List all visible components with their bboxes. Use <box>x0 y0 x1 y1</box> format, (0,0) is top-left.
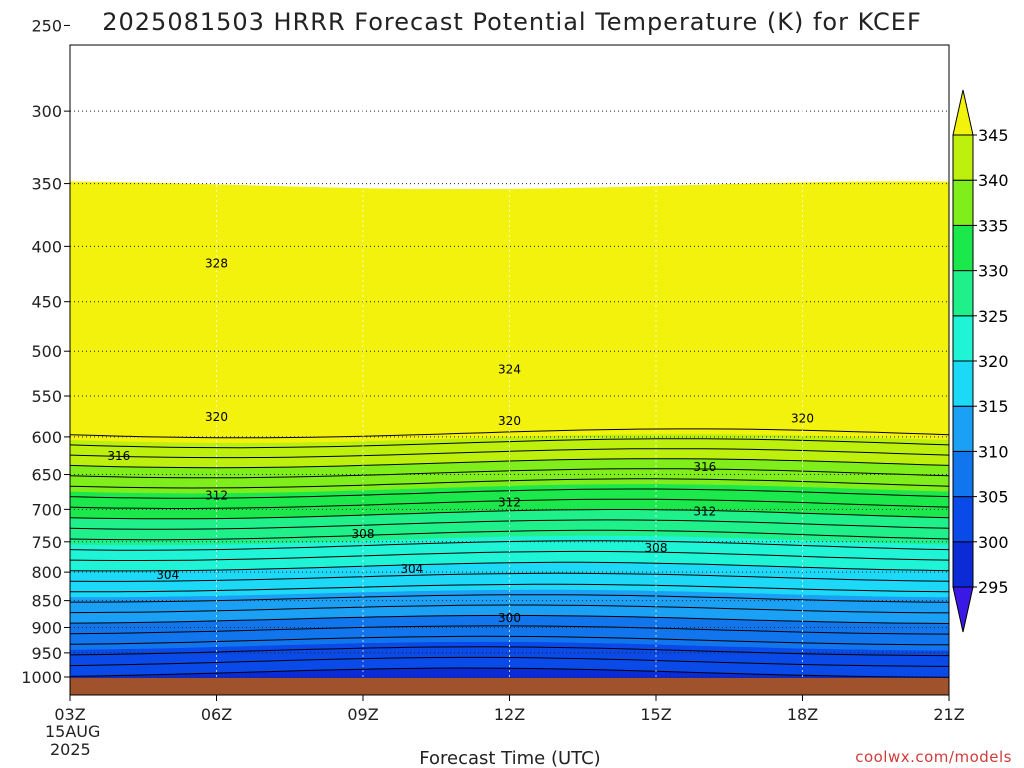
colorbar-segment <box>952 541 974 588</box>
colorbar-tick-label: 330 <box>978 262 1009 281</box>
x-tick-label: 21Z <box>933 705 964 724</box>
y-axis: 250 300 350 400 450 500 550 600 650 700 750 800 850 9… <box>21 16 70 687</box>
y-tick-label: 650 <box>31 466 62 485</box>
y-tick-label: 450 <box>31 293 62 312</box>
colorbar-segment <box>952 360 974 407</box>
colorbar-tick-label: 345 <box>978 126 1009 145</box>
y-tick-label: 700 <box>31 500 62 519</box>
colorbar-segment <box>952 179 974 226</box>
x-tick-label: 03Z <box>54 705 85 724</box>
contour-line-302 <box>70 656 949 667</box>
y-tick-label: 300 <box>31 102 62 121</box>
contour-label: 324 <box>498 363 521 377</box>
contour-label: 316 <box>693 460 716 474</box>
chart-title: 2025081503 HRRR Forecast Potential Tempe… <box>102 8 922 36</box>
colorbar-bottom-arrow <box>952 586 974 633</box>
colorbar-tick-label: 305 <box>978 488 1009 507</box>
x-tick-label: 15Z <box>640 705 671 724</box>
colorbar-tick-label: 325 <box>978 307 1009 326</box>
colorbar-segment <box>952 224 974 272</box>
y-tick-label: 550 <box>31 387 62 406</box>
y-tick-label: 900 <box>31 618 62 637</box>
contour-label-bg <box>691 0 719 3</box>
contour-label: 340 <box>693 0 716 3</box>
colorbar-tick-label: 310 <box>978 442 1009 461</box>
x-date-day: 15AUG <box>45 722 100 741</box>
contour-label: 300 <box>498 611 521 625</box>
grid-lines <box>70 45 949 695</box>
colorbar-tick-label: 315 <box>978 397 1009 416</box>
y-tick-label: 500 <box>31 342 62 361</box>
colorbar-segment <box>952 134 974 181</box>
contour-label: 320 <box>791 412 814 426</box>
contour-label: 308 <box>645 541 668 555</box>
colorbar-tick-label: 295 <box>978 578 1009 597</box>
contour-label: 316 <box>107 449 130 463</box>
y-tick-label: 1000 <box>21 668 62 687</box>
y-tick-label: 950 <box>31 644 62 663</box>
x-date-year: 2025 <box>50 740 91 759</box>
contour-label: 320 <box>205 410 228 424</box>
contour-label: 312 <box>693 504 716 518</box>
colorbar: 295 300 305 310 315 320 325 330 335 340 345 <box>952 89 1009 633</box>
y-tick-label: 600 <box>31 428 62 447</box>
colorbar-top-arrow <box>952 89 974 136</box>
x-axis-label: Forecast Time (UTC) <box>419 748 600 768</box>
x-axis: 03Z 06Z 09Z 12Z 15Z 18Z 21Z <box>54 695 965 724</box>
y-tick-label: 800 <box>31 563 62 582</box>
colorbar-tick-label: 340 <box>978 171 1009 190</box>
contour-label: 312 <box>205 489 228 503</box>
contour-label: 328 <box>205 257 228 271</box>
colorbar-segment <box>952 450 974 498</box>
contour-label: 312 <box>498 496 521 510</box>
colorbar-segment <box>952 496 974 543</box>
x-tick-label: 06Z <box>201 705 232 724</box>
colorbar-tick-label: 300 <box>978 533 1009 552</box>
terrain-ground <box>70 678 949 695</box>
y-tick-label: 400 <box>31 237 62 256</box>
y-tick-label: 350 <box>31 175 62 194</box>
x-tick-label: 18Z <box>787 705 818 724</box>
y-tick-label: 850 <box>31 592 62 611</box>
contour-label: 320 <box>498 414 521 428</box>
contour-label: 304 <box>156 568 179 582</box>
colorbar-tick-label: 320 <box>978 352 1009 371</box>
x-tick-label: 12Z <box>494 705 525 724</box>
y-tick-label: 750 <box>31 533 62 552</box>
contour-label: 304 <box>400 562 423 576</box>
x-tick-label: 09Z <box>347 705 378 724</box>
plot-area: 3443403283243203203203163163123123123083… <box>70 0 949 695</box>
fill-band-11 <box>70 181 949 443</box>
credit-text: coolwx.com/models <box>855 748 1012 766</box>
contour-labels: 3443403283243203203203163163123123123083… <box>107 0 814 625</box>
y-tick-label: 250 <box>31 16 62 35</box>
contour-label: 308 <box>352 527 375 541</box>
colorbar-segment <box>952 270 974 317</box>
colorbar-segment <box>952 315 974 362</box>
colorbar-tick-label: 335 <box>978 216 1009 235</box>
colorbar-segment <box>952 405 974 452</box>
